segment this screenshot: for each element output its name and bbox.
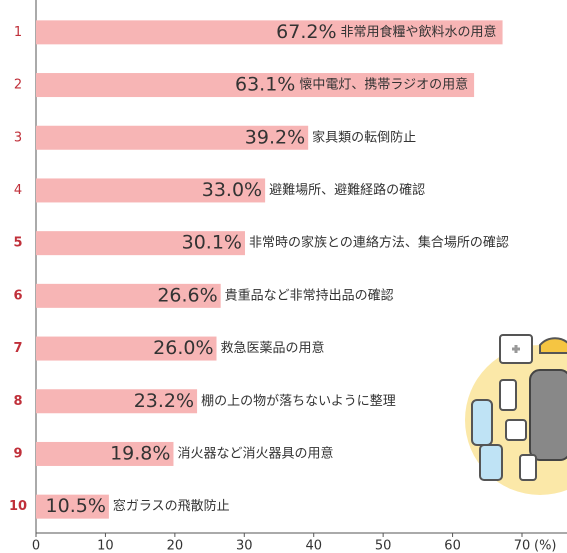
value-label: 19.8% xyxy=(110,442,170,464)
bar xyxy=(36,283,221,308)
value-label: 63.1% xyxy=(235,74,295,96)
x-tick-label: 50 xyxy=(375,539,392,553)
illustration xyxy=(465,334,567,495)
bar-label: 救急医薬品の用意 xyxy=(221,340,325,356)
rank-label: 2 xyxy=(14,78,22,93)
value-label: 67.2% xyxy=(276,21,336,43)
bar-label: 窓ガラスの飛散防止 xyxy=(113,498,230,514)
bar-label: 懐中電灯、携帯ラジオの用意 xyxy=(299,77,468,93)
bar-label: 家具類の転倒防止 xyxy=(312,129,416,145)
bar xyxy=(36,336,217,361)
x-unit: (%) xyxy=(534,539,557,553)
rank-label: 4 xyxy=(14,183,22,198)
x-tick-label: 40 xyxy=(305,539,322,553)
bar-label: 棚の上の物が落ちないように整理 xyxy=(201,394,396,409)
bar-label: 消火器など消火器具の用意 xyxy=(177,445,333,461)
value-label: 33.0% xyxy=(202,179,262,201)
value-label: 30.1% xyxy=(182,232,242,254)
bar xyxy=(36,441,174,466)
rank-label: 9 xyxy=(13,446,22,461)
bar-label: 非常時の家族との連絡方法、集合場所の確認 xyxy=(249,235,509,251)
bar xyxy=(36,494,109,519)
rank-label: 10 xyxy=(9,499,27,514)
value-label: 10.5% xyxy=(46,495,106,517)
value-label: 26.0% xyxy=(153,337,213,359)
bar xyxy=(36,178,266,203)
bar xyxy=(36,389,198,414)
value-label: 26.6% xyxy=(157,284,217,306)
rank-label: 7 xyxy=(13,341,22,356)
rank-label: 8 xyxy=(13,394,22,409)
x-tick-label: 0 xyxy=(32,539,40,553)
bar xyxy=(36,125,309,150)
value-label: 39.2% xyxy=(245,126,305,148)
x-tick-label: 30 xyxy=(236,539,253,553)
x-tick-label: 60 xyxy=(444,539,461,553)
bar-label: 貴重品など非常持出品の確認 xyxy=(225,287,394,303)
rank-label: 5 xyxy=(13,236,22,251)
x-tick-label: 20 xyxy=(167,539,184,553)
rank-label: 1 xyxy=(14,25,22,40)
bar-label: 非常用食糧や飲料水の用意 xyxy=(341,24,497,40)
rank-label: 6 xyxy=(13,288,22,303)
bar xyxy=(36,73,475,98)
rank-label: 3 xyxy=(14,130,22,145)
bar xyxy=(36,20,503,45)
bar xyxy=(36,231,245,256)
value-label: 23.2% xyxy=(134,390,194,412)
x-tick-label: 70 xyxy=(514,539,531,553)
x-tick-label: 10 xyxy=(97,539,114,553)
bar-label: 避難場所、避難経路の確認 xyxy=(269,182,425,198)
